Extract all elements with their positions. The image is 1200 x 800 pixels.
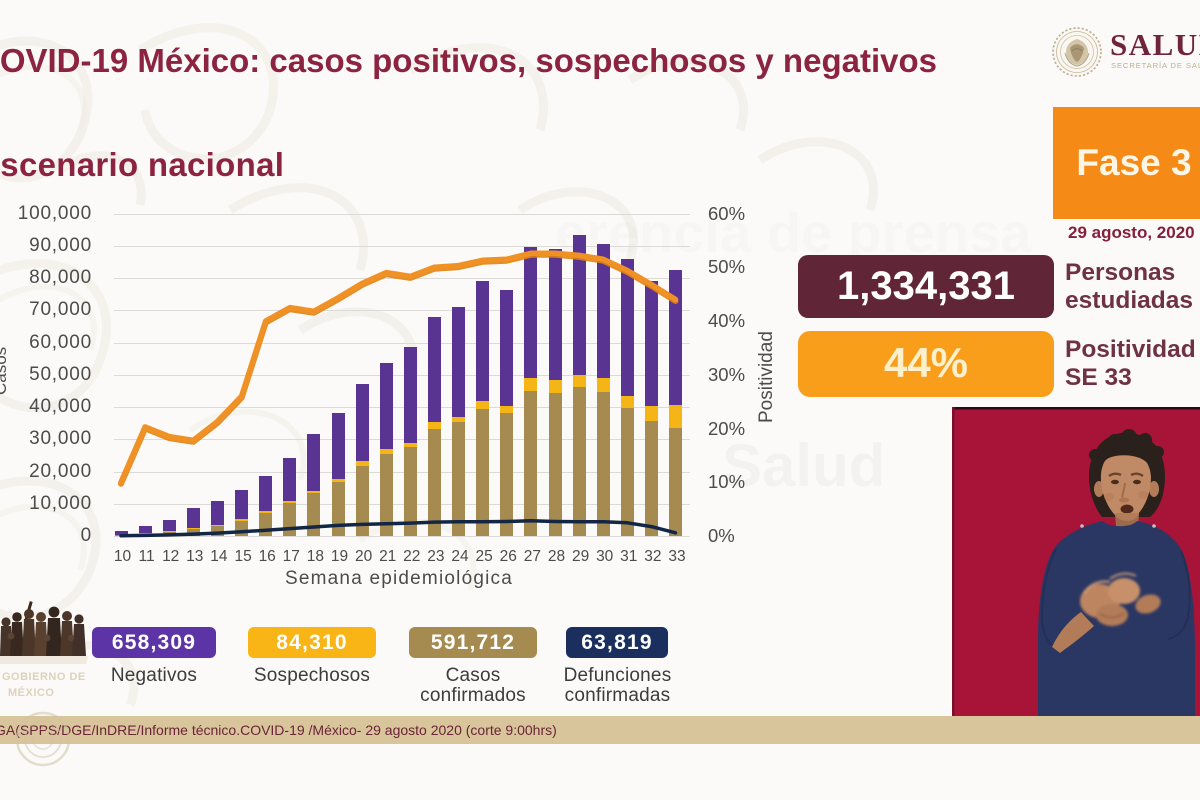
svg-text:SECRETARÍA DE SALUD: SECRETARÍA DE SALUD (1111, 61, 1200, 70)
svg-text:MÉXICO: MÉXICO (8, 686, 54, 699)
svg-text:GOBIERNO DE: GOBIERNO DE (2, 671, 86, 683)
svg-text:SALUD: SALUD (1110, 27, 1200, 62)
svg-text:Salud: Salud (722, 432, 885, 499)
